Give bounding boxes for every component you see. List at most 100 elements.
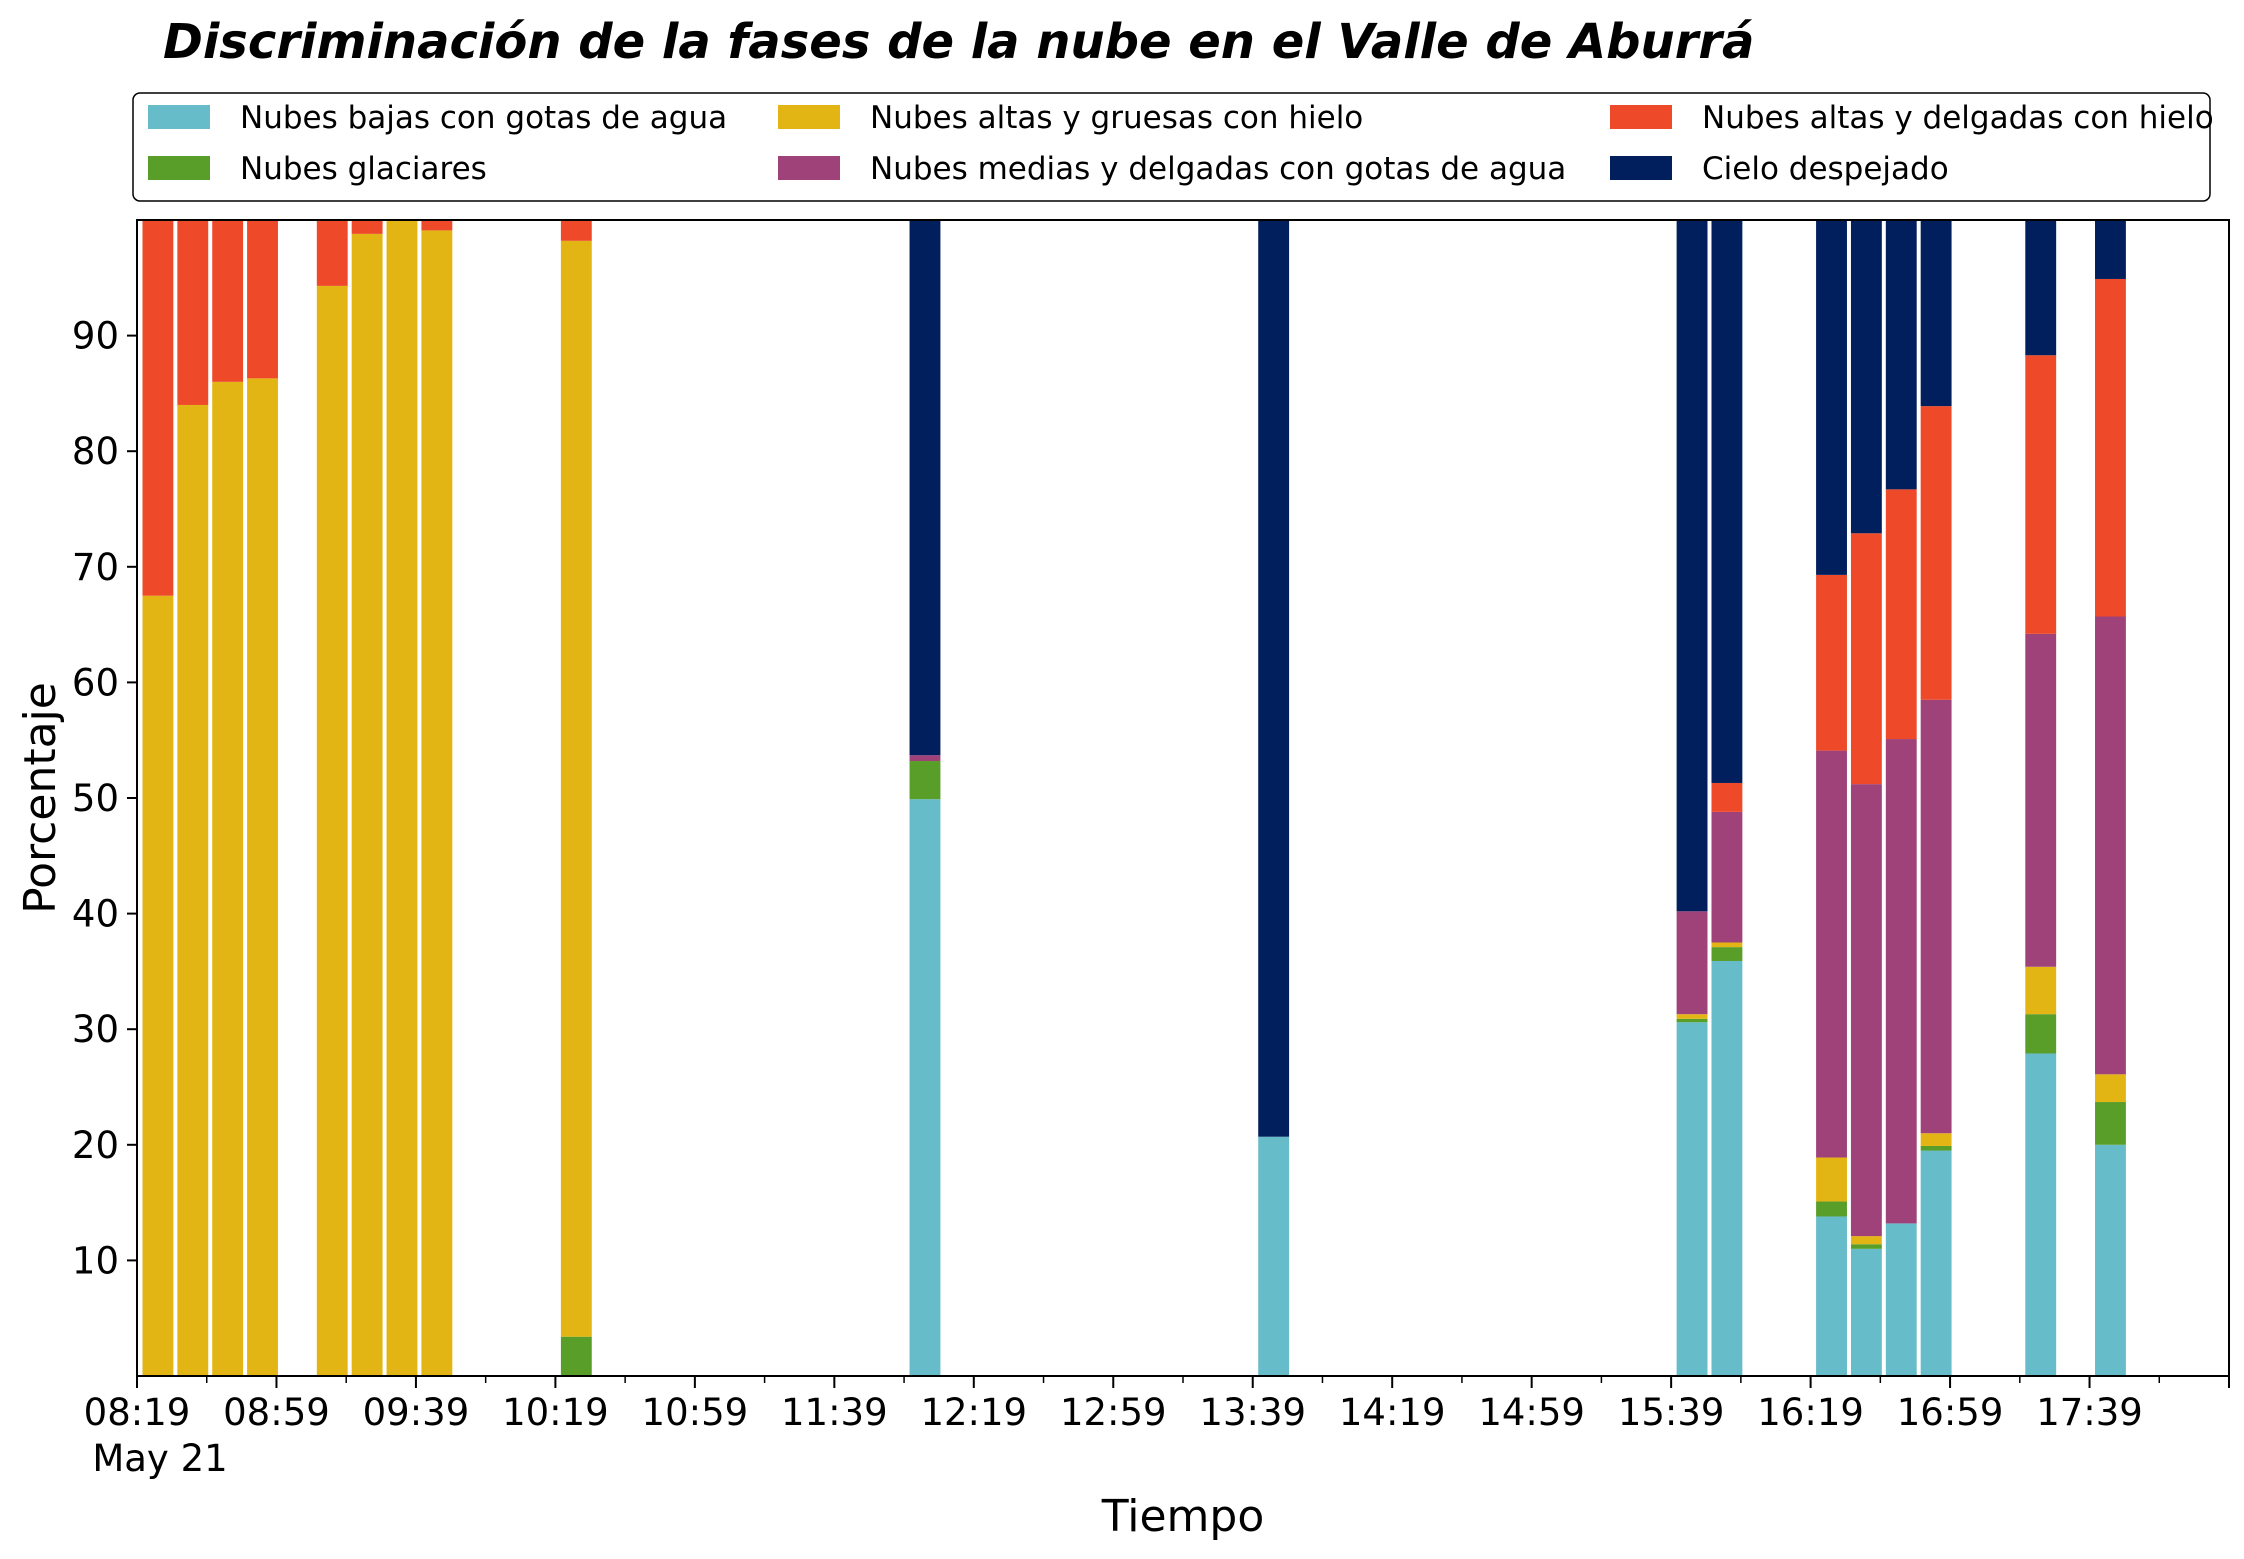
bar-segment — [1885, 739, 1917, 1224]
bar-stack — [560, 220, 592, 1376]
bar-segment — [2025, 1053, 2057, 1376]
chart-title: Discriminación de la fases de la nube en… — [163, 14, 1754, 70]
bar-segment — [1850, 220, 1882, 534]
legend-label: Nubes glaciares — [240, 151, 487, 187]
bar-segment — [1258, 1136, 1290, 1376]
bar-stack — [1258, 220, 1290, 1376]
legend-swatch — [148, 105, 210, 129]
bar-segment — [560, 240, 592, 1337]
date-label: May 21 — [92, 1437, 227, 1480]
bar-segment — [1676, 1018, 1708, 1023]
bar-segment — [386, 220, 418, 1376]
bar-segment — [1816, 220, 1847, 575]
bar-segment — [1816, 1216, 1847, 1376]
bar-segment — [1850, 784, 1882, 1237]
bar-stack — [247, 220, 278, 1376]
x-axis-label: Tiempo — [1101, 1491, 1265, 1542]
bar-stack — [1885, 220, 1917, 1376]
legend: Nubes bajas con gotas de agua Nubes glaci… — [132, 92, 2214, 202]
x-tick-label: 08:19 — [84, 1391, 191, 1434]
x-tick-label: 14:19 — [1339, 1391, 1446, 1434]
bar-segment — [421, 230, 453, 1376]
y-tick-label: 20 — [72, 1124, 119, 1167]
x-tick-label: 08:59 — [223, 1391, 330, 1434]
legend-label: Nubes bajas con gotas de agua — [240, 100, 727, 136]
bar-segment — [1885, 220, 1917, 490]
bar-segment — [1920, 1150, 1952, 1376]
plot-area: 10 20 30 40 50 60 70 80 90 08:19 08:59 09:39 10:19 1… — [72, 219, 2230, 1434]
bar-segment — [421, 220, 453, 231]
legend-label: Nubes altas y delgadas con hielo — [1702, 100, 2214, 136]
bar-segment — [1920, 1133, 1952, 1146]
bar-segment — [1711, 220, 1743, 783]
x-tick-label: 11:39 — [781, 1391, 888, 1434]
x-tick-label: 14:59 — [1478, 1391, 1585, 1434]
x-tick-label: 12:19 — [920, 1391, 1027, 1434]
x-tick-label: 17:39 — [2036, 1391, 2143, 1434]
bar-segment — [2025, 1014, 2057, 1054]
bar-segment — [1920, 406, 1952, 700]
legend-swatch — [148, 156, 210, 180]
bar-segment — [1711, 811, 1743, 943]
bar-stack — [386, 220, 418, 1376]
bar-segment — [2025, 355, 2057, 634]
bar-segment — [1920, 699, 1952, 1134]
bar-segment — [1676, 220, 1708, 912]
bar-stack — [142, 220, 174, 1376]
bar-segment — [1850, 1248, 1882, 1376]
bar-segment — [2025, 966, 2057, 1015]
legend-swatch — [1610, 105, 1672, 129]
x-axis: 08:19 08:59 09:39 10:19 10:59 11:39 12:19 12:59… — [84, 1376, 2230, 1434]
bar-stack — [2095, 220, 2126, 1376]
legend-item: Nubes bajas con gotas de agua — [148, 100, 727, 136]
y-axis: 10 20 30 40 50 60 70 80 90 — [72, 315, 137, 1282]
bar-segment — [1816, 1157, 1847, 1202]
bar-segment — [1885, 1223, 1917, 1376]
bar-segment — [1816, 750, 1847, 1158]
bar-segment — [316, 220, 348, 286]
x-tick-label: 15:39 — [1618, 1391, 1725, 1434]
y-tick-label: 10 — [72, 1239, 119, 1282]
y-tick-label: 50 — [72, 777, 119, 820]
x-tick-label: 13:39 — [1199, 1391, 1306, 1434]
bar-segment — [351, 220, 383, 234]
bar-segment — [1850, 1236, 1882, 1245]
y-tick-label: 30 — [72, 1008, 119, 1051]
bar-segment — [2095, 1074, 2126, 1103]
bar-stack — [316, 220, 348, 1376]
bar-segment — [212, 381, 244, 1377]
bar-segment — [1711, 782, 1743, 812]
bar-segment — [247, 220, 278, 379]
bar-stack — [1850, 220, 1882, 1376]
x-tick-label: 09:39 — [363, 1391, 470, 1434]
legend-label: Nubes altas y gruesas con hielo — [870, 100, 1363, 136]
bar-segment — [909, 755, 941, 762]
bar-segment — [142, 595, 174, 1376]
bar-segment — [316, 285, 348, 1376]
bar-segment — [2025, 220, 2057, 356]
bar-segment — [351, 233, 383, 1376]
x-tick-label: 12:59 — [1060, 1391, 1167, 1434]
bar-segment — [1676, 1022, 1708, 1376]
y-tick-label: 40 — [72, 893, 119, 936]
bar-segment — [1885, 489, 1917, 740]
bar-stack — [1711, 220, 1743, 1376]
y-tick-label: 60 — [72, 661, 119, 704]
x-tick-label: 16:19 — [1757, 1391, 1864, 1434]
bars-layer — [142, 220, 2126, 1377]
bar-stack — [1676, 220, 1708, 1376]
bar-stack — [909, 220, 941, 1376]
bar-segment — [1676, 911, 1708, 1015]
y-tick-label: 90 — [72, 315, 119, 358]
y-axis-label: Porcentaje — [15, 682, 66, 914]
bar-segment — [1920, 220, 1952, 407]
bar-segment — [2095, 1144, 2126, 1376]
legend-item: Nubes altas y gruesas con hielo — [778, 100, 1363, 136]
bar-segment — [1711, 947, 1743, 961]
legend-label: Nubes medias y delgadas con gotas de agu… — [870, 151, 1566, 187]
legend-swatch — [778, 156, 840, 180]
bar-segment — [909, 761, 941, 800]
bar-segment — [1258, 220, 1290, 1137]
bar-stack — [2025, 220, 2057, 1376]
